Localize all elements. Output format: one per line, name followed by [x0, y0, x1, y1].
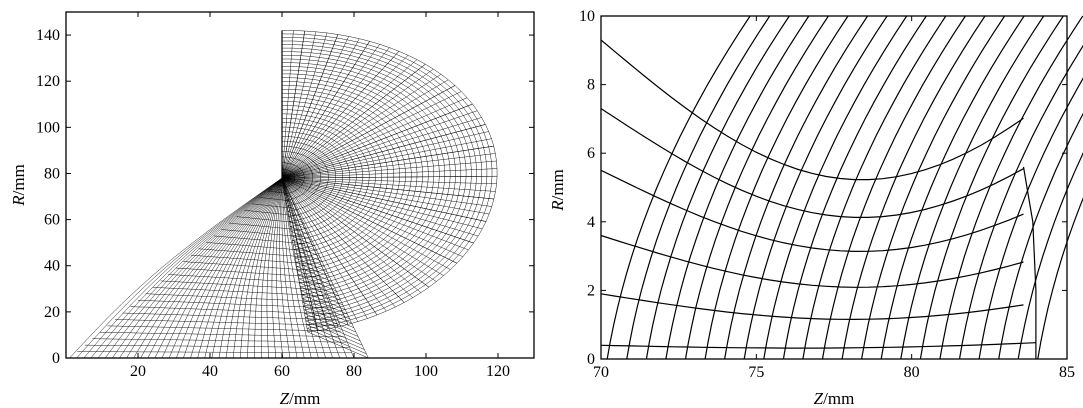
- full-mesh-y-label: R/mm: [9, 164, 28, 207]
- zoomed-mesh-y-ticks: 0 2 4 6 8 10: [579, 8, 1067, 368]
- x-tick-label: 20: [130, 363, 146, 380]
- y-tick-label: 120: [36, 73, 60, 90]
- full-mesh-y-ticks: 0 20 40 60 80 100 120 140: [36, 27, 534, 367]
- y-tick-label: 8: [587, 77, 595, 94]
- mesh-vertical-family: [606, 15, 1083, 360]
- zoomed-mesh-x-label: Z/mm: [814, 389, 855, 408]
- y-tick-label: 100: [36, 119, 60, 136]
- full-mesh-axes-frame: [65, 11, 535, 359]
- x-tick-label: 120: [486, 363, 510, 380]
- y-tick-label: 60: [44, 212, 60, 229]
- x-tick-label: 70: [593, 364, 609, 381]
- x-tick-label: 75: [748, 364, 764, 381]
- mesh-circumferential-lines-lower: [69, 184, 354, 359]
- y-tick-label: 2: [587, 282, 595, 299]
- zoomed-mesh-y-label: R/mm: [548, 169, 567, 212]
- y-tick-label: 4: [587, 214, 595, 231]
- mesh-horizontal-family: [600, 39, 1036, 349]
- zoomed-mesh-axes-frame: [600, 15, 1068, 360]
- full-mesh-x-ticks: 20 40 60 80 100 120: [130, 12, 510, 380]
- y-tick-label: 6: [587, 145, 595, 162]
- zoomed-mesh-panel: 70 75 80 85 0 2 4 6 8 10 Z/mm R/mm: [548, 8, 1083, 408]
- mesh-right-boundary: [1022, 166, 1037, 359]
- zoomed-mesh-x-ticks: 70 75 80 85: [593, 16, 1075, 381]
- zoomed-mesh-grid: [600, 15, 1083, 360]
- y-tick-label: 0: [52, 350, 60, 367]
- x-tick-label: 60: [274, 363, 290, 380]
- y-tick-label: 80: [44, 165, 60, 182]
- full-mesh-panel: 20 40 60 80 100 120 0 20 40 60 80 100 120 140 Z/mm R…: [9, 11, 535, 408]
- x-tick-label: 80: [904, 364, 920, 381]
- x-tick-label: 100: [414, 363, 438, 380]
- y-tick-label: 0: [587, 351, 595, 368]
- y-tick-label: 140: [36, 27, 60, 44]
- x-tick-label: 80: [346, 363, 362, 380]
- x-tick-label: 40: [202, 363, 218, 380]
- mesh-circumferential-lines-upper: [281, 30, 498, 359]
- x-tick-label: 85: [1059, 364, 1075, 381]
- full-mesh-x-label: Z/mm: [280, 389, 321, 408]
- y-tick-label: 20: [44, 304, 60, 321]
- full-mesh-grid: [69, 30, 498, 359]
- y-tick-label: 40: [44, 258, 60, 275]
- y-tick-label: 10: [579, 8, 595, 25]
